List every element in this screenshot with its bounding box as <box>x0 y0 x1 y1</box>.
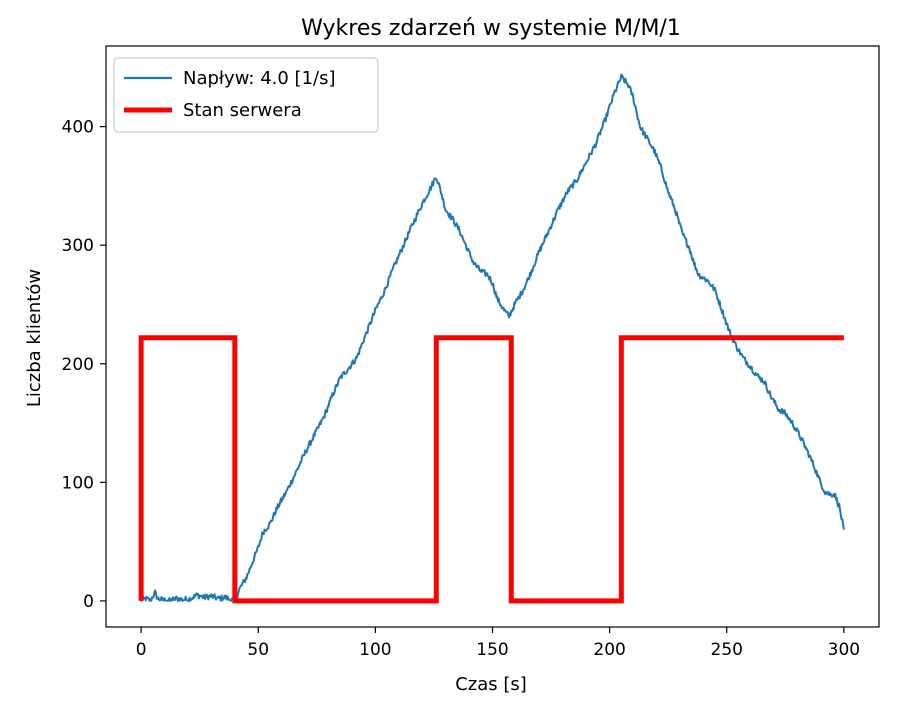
legend-label-arrivals: Napływ: 4.0 [1/s] <box>183 68 336 89</box>
y-axis-label: Liczba klientów <box>24 269 45 407</box>
x-tick-label: 100 <box>359 640 391 660</box>
y-tick-label: 200 <box>62 355 94 375</box>
x-tick-label: 0 <box>136 640 147 660</box>
series-line-arrivals <box>140 73 845 602</box>
x-axis-label: Czas [s] <box>455 674 527 695</box>
y-tick-label: 400 <box>62 118 94 138</box>
legend: Napływ: 4.0 [1/s] Stan serwera <box>113 57 379 133</box>
y-tick-label: 300 <box>62 236 94 256</box>
x-tick-label: 250 <box>711 640 743 660</box>
x-tick-label: 300 <box>828 640 860 660</box>
legend-box <box>113 57 379 133</box>
series-line-server-state <box>138 335 844 604</box>
x-tick-label: 200 <box>593 640 625 660</box>
y-axis: 0 100 200 300 400 <box>62 118 106 612</box>
x-tick-label: 50 <box>247 640 269 660</box>
x-tick-label: 150 <box>476 640 508 660</box>
legend-label-server: Stan serwera <box>183 100 302 121</box>
plot-area <box>138 73 845 604</box>
y-tick-label: 100 <box>62 473 94 493</box>
x-axis: 0 50 100 150 200 250 300 <box>136 627 860 660</box>
chart-title: Wykres zdarzeń w systemie M/M/1 <box>301 16 681 41</box>
y-tick-label: 0 <box>83 592 94 612</box>
